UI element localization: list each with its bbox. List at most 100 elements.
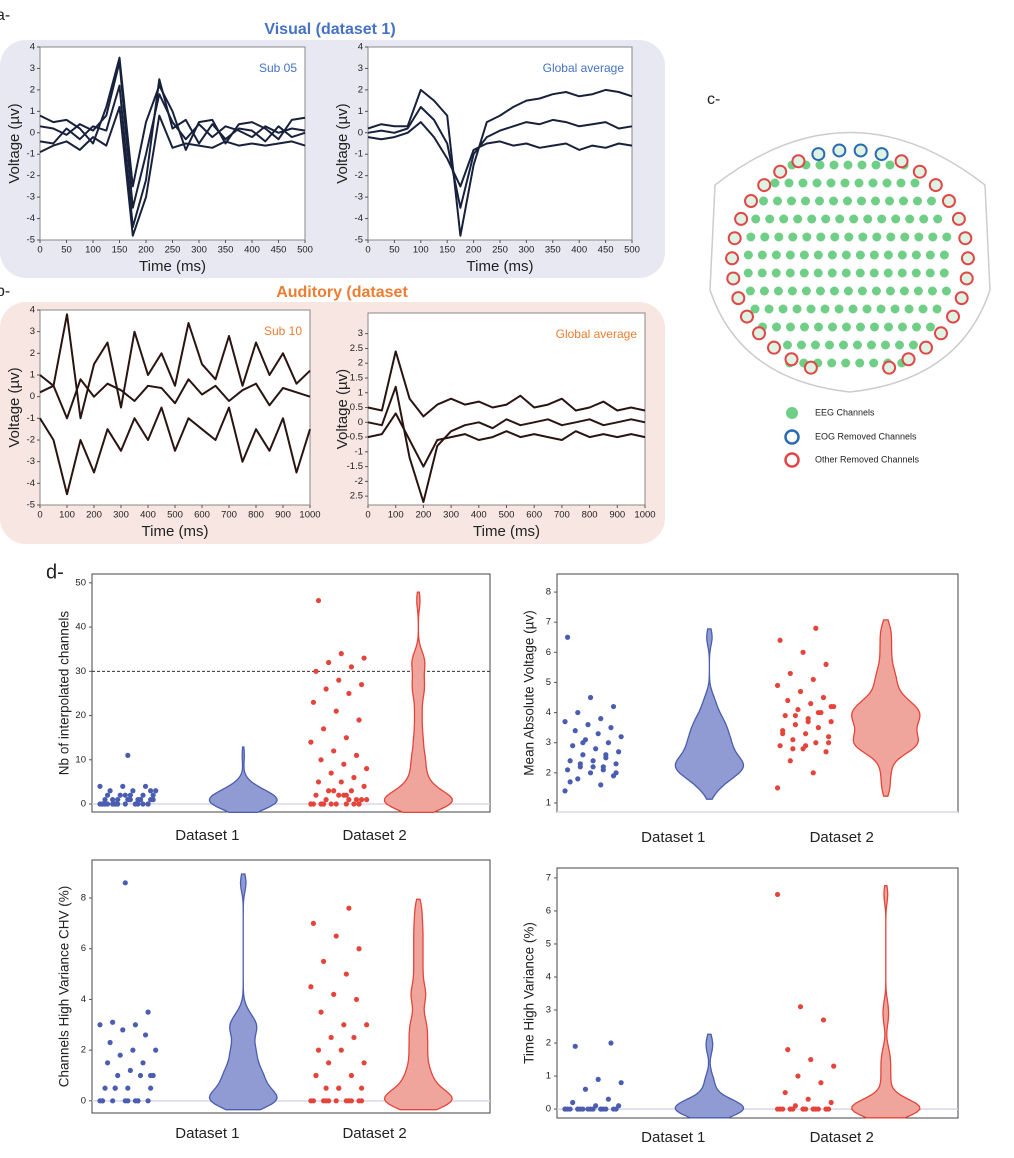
- plot-area: [367, 312, 646, 506]
- electrode: [862, 304, 872, 314]
- x-tick-label: 100: [59, 510, 75, 521]
- strip-point: [115, 801, 121, 807]
- strip-point: [343, 735, 349, 741]
- strip-point: [358, 1085, 365, 1091]
- electrode: [771, 322, 781, 332]
- panel-title: Visual (dataset 1): [264, 21, 395, 38]
- strip-point: [790, 746, 796, 752]
- x-tick-label: 200: [138, 245, 154, 256]
- removed-electrode: [803, 360, 818, 375]
- panel-label: a-: [0, 7, 10, 24]
- strip-point: [97, 783, 103, 789]
- electrode: [841, 268, 851, 278]
- strip-point: [127, 1067, 133, 1074]
- electrode: [784, 178, 794, 188]
- strip-point: [358, 1098, 365, 1104]
- removed-electrode: [791, 154, 806, 169]
- electrode: [815, 196, 825, 206]
- strip-point: [828, 703, 834, 710]
- removed-electrode: [734, 211, 749, 226]
- removed-electrode: [874, 147, 889, 162]
- trace: [367, 121, 633, 188]
- strip-point: [341, 1022, 347, 1028]
- electrode: [896, 178, 906, 188]
- x-tick-label: 1000: [299, 510, 320, 521]
- x-axis-label: Time (ms): [473, 523, 540, 540]
- electrode: [773, 286, 783, 296]
- strip-point: [364, 797, 370, 803]
- removed-electrode: [901, 352, 916, 367]
- x-tick-label: 250: [165, 245, 181, 256]
- y-tick-label: 30: [75, 666, 86, 677]
- x-tick-label: 300: [191, 245, 207, 256]
- strip-point: [577, 761, 583, 767]
- strip-point: [326, 788, 332, 794]
- y-tick-label: -2: [355, 170, 363, 181]
- removed-electrode: [739, 309, 754, 324]
- x-tick-label: Dataset 1: [175, 827, 239, 844]
- electrode: [750, 304, 760, 314]
- x-tick-label: 1000: [634, 510, 655, 521]
- strip-point: [595, 1076, 601, 1082]
- strip-point: [828, 1099, 834, 1106]
- y-tick-label: -5: [27, 235, 35, 246]
- electrode: [840, 178, 850, 188]
- strip-point: [338, 779, 344, 785]
- x-tick-label: Dataset 2: [810, 1129, 874, 1146]
- removed-electrode: [941, 194, 956, 209]
- strip-point: [115, 797, 121, 803]
- panel-label: b-: [0, 283, 10, 300]
- legend-swatch: [784, 452, 800, 468]
- x-tick-label: 250: [492, 245, 508, 256]
- electrode: [939, 268, 949, 278]
- strip-point: [572, 728, 578, 734]
- electrode: [829, 286, 839, 296]
- plot-area: [367, 46, 633, 241]
- y-tick-label: 2: [30, 348, 35, 359]
- x-tick-label: 400: [244, 245, 260, 256]
- x-tick-label: 0: [37, 510, 42, 521]
- electrode: [913, 196, 923, 206]
- electrode: [918, 304, 928, 314]
- removed-electrode: [752, 326, 767, 341]
- strip-point: [598, 782, 604, 788]
- strip-point: [353, 797, 360, 803]
- strip-point: [797, 688, 804, 695]
- strip-point: [562, 1106, 568, 1112]
- electrode: [785, 322, 795, 332]
- electrode: [866, 340, 876, 350]
- strip-point: [361, 1060, 367, 1066]
- strip-point: [593, 746, 599, 752]
- strip-point: [310, 699, 317, 705]
- trace: [367, 385, 646, 503]
- y-tick-label: 7: [546, 617, 551, 628]
- x-tick-label: Dataset 2: [810, 829, 874, 846]
- strip-point: [310, 920, 317, 926]
- strip-point: [580, 740, 586, 746]
- strip-point: [336, 1085, 342, 1091]
- strip-point: [145, 1009, 151, 1015]
- legend-label: EOG Removed Channels: [815, 431, 917, 441]
- electrode: [885, 286, 895, 296]
- strip-point: [328, 770, 334, 776]
- electrode: [821, 214, 831, 224]
- removed-electrode: [725, 251, 740, 266]
- electrode: [770, 178, 780, 188]
- strip-point: [823, 1106, 829, 1112]
- electrode: [799, 322, 809, 332]
- x-tick-label: Dataset 1: [641, 829, 705, 846]
- removed-electrode: [744, 194, 759, 209]
- electrode: [835, 214, 845, 224]
- strip-point: [313, 792, 319, 798]
- y-tick-label: 2.5: [350, 343, 363, 354]
- strip-point: [587, 694, 594, 701]
- legend-label: Other Removed Channels: [815, 454, 920, 464]
- y-tick-label: 0: [546, 1104, 551, 1115]
- electrode: [792, 304, 802, 314]
- electrode: [751, 214, 761, 224]
- x-tick-label: 700: [554, 510, 570, 521]
- removed-electrode: [757, 178, 772, 193]
- electrode: [844, 232, 854, 242]
- electrode: [745, 286, 755, 296]
- removed-electrode: [951, 211, 966, 226]
